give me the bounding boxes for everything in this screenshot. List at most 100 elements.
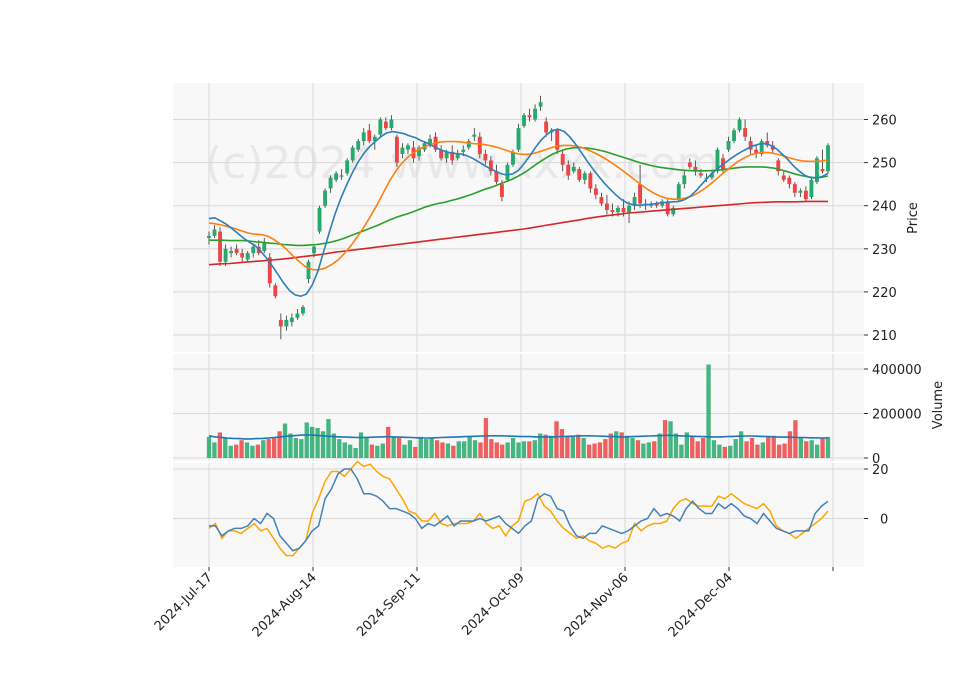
candle-body xyxy=(737,119,742,131)
volume-bar xyxy=(223,437,228,458)
volume-bar xyxy=(250,445,255,458)
volume-bar xyxy=(337,439,342,458)
candle-body xyxy=(372,136,377,142)
volume-bar xyxy=(228,445,233,458)
volume-bar xyxy=(814,444,820,458)
price-axis-label: Price xyxy=(906,202,921,234)
x-tick-label: 2024-Sep-11 xyxy=(354,570,424,640)
volume-bar xyxy=(288,433,293,458)
candle-body xyxy=(278,319,283,327)
candle-body xyxy=(218,231,222,262)
candle-body xyxy=(715,149,720,172)
x-tick-label: 2024-Jul-17 xyxy=(152,570,216,634)
volume-bar xyxy=(489,439,494,458)
candle-body xyxy=(732,130,736,142)
candle-body xyxy=(240,253,245,258)
candle-body xyxy=(604,203,609,211)
candle-body xyxy=(776,160,781,172)
candle-body xyxy=(488,160,493,172)
macd-panel-bg xyxy=(173,463,864,567)
volume-bar xyxy=(825,436,831,458)
candle-body xyxy=(616,207,620,213)
candle-body xyxy=(273,285,278,297)
volume-bar xyxy=(728,445,733,458)
candle-body xyxy=(439,149,444,159)
candle-body xyxy=(383,121,388,129)
volume-bar xyxy=(717,444,722,458)
volume-bar xyxy=(358,432,364,458)
volume-ma-line xyxy=(208,434,828,440)
volume-bar xyxy=(206,436,212,458)
watermark: (c)2024 www.xxxx.com xyxy=(205,138,720,189)
volume-bar xyxy=(483,417,489,458)
volume-bar xyxy=(391,436,396,458)
candle-body xyxy=(361,132,366,142)
volume-bar xyxy=(396,437,402,458)
x-tick-label: 2024-Dec-04 xyxy=(666,570,736,640)
candle-body xyxy=(466,141,471,148)
candle-body xyxy=(754,149,759,154)
candle-body xyxy=(234,248,239,254)
candle-body xyxy=(632,197,637,206)
volume-bar xyxy=(597,442,603,458)
ma-orange-line xyxy=(208,140,829,271)
volume-bar xyxy=(429,437,434,458)
price-panel-bg xyxy=(173,83,864,352)
volume-bar xyxy=(369,444,375,458)
volume-bar xyxy=(641,443,646,458)
volume-bar xyxy=(581,437,586,458)
candle-body xyxy=(571,166,576,172)
candle-body xyxy=(450,151,455,161)
candle-body xyxy=(212,229,217,236)
volume-bar xyxy=(603,439,608,458)
candle-body xyxy=(229,250,234,254)
volume-bar xyxy=(375,445,380,458)
volume-bar xyxy=(424,439,429,458)
candle-body xyxy=(339,175,344,177)
volume-bar xyxy=(299,439,304,458)
volume-bar xyxy=(532,440,537,458)
volume-bar xyxy=(353,447,358,458)
volume-bar xyxy=(543,434,548,458)
price-tick-label: 230 xyxy=(872,243,897,258)
candle-body xyxy=(223,248,228,262)
macd-panel xyxy=(208,460,829,557)
volume-bar xyxy=(690,436,695,458)
volume-bar xyxy=(554,421,559,458)
volume-bar xyxy=(749,437,755,458)
candle-body xyxy=(350,147,355,161)
volume-bar xyxy=(782,443,787,458)
candle-body xyxy=(516,128,521,150)
candle-body xyxy=(251,246,256,254)
candle-body xyxy=(726,141,731,150)
candle-body xyxy=(582,173,587,180)
volume-bar xyxy=(684,432,689,458)
candle-body xyxy=(301,306,305,314)
volume-bar xyxy=(331,433,337,458)
x-tick-label: 2024-Nov-06 xyxy=(562,570,632,640)
volume-bar xyxy=(592,443,597,458)
candle-body xyxy=(654,203,659,206)
candle-body xyxy=(588,173,593,189)
candle-body xyxy=(262,242,267,251)
volume-bar xyxy=(527,441,532,458)
volume-bar xyxy=(662,420,668,458)
volume-bar xyxy=(407,440,413,458)
ma-red-line xyxy=(208,200,828,266)
volume-bar xyxy=(239,440,244,458)
candle-body xyxy=(621,207,626,213)
candle-body xyxy=(312,246,316,254)
candle-body xyxy=(577,169,582,180)
candle-body xyxy=(748,141,753,150)
candle-body xyxy=(394,136,399,163)
candle-body xyxy=(345,160,350,174)
volume-bar xyxy=(776,444,782,458)
volume-bar xyxy=(679,444,684,458)
volume-bar xyxy=(255,444,261,458)
volume-bar xyxy=(771,435,776,458)
volume-bar xyxy=(820,437,825,458)
volume-bar xyxy=(217,432,223,458)
volume-tick-label: 0 xyxy=(872,452,880,467)
candle-body xyxy=(627,205,631,213)
